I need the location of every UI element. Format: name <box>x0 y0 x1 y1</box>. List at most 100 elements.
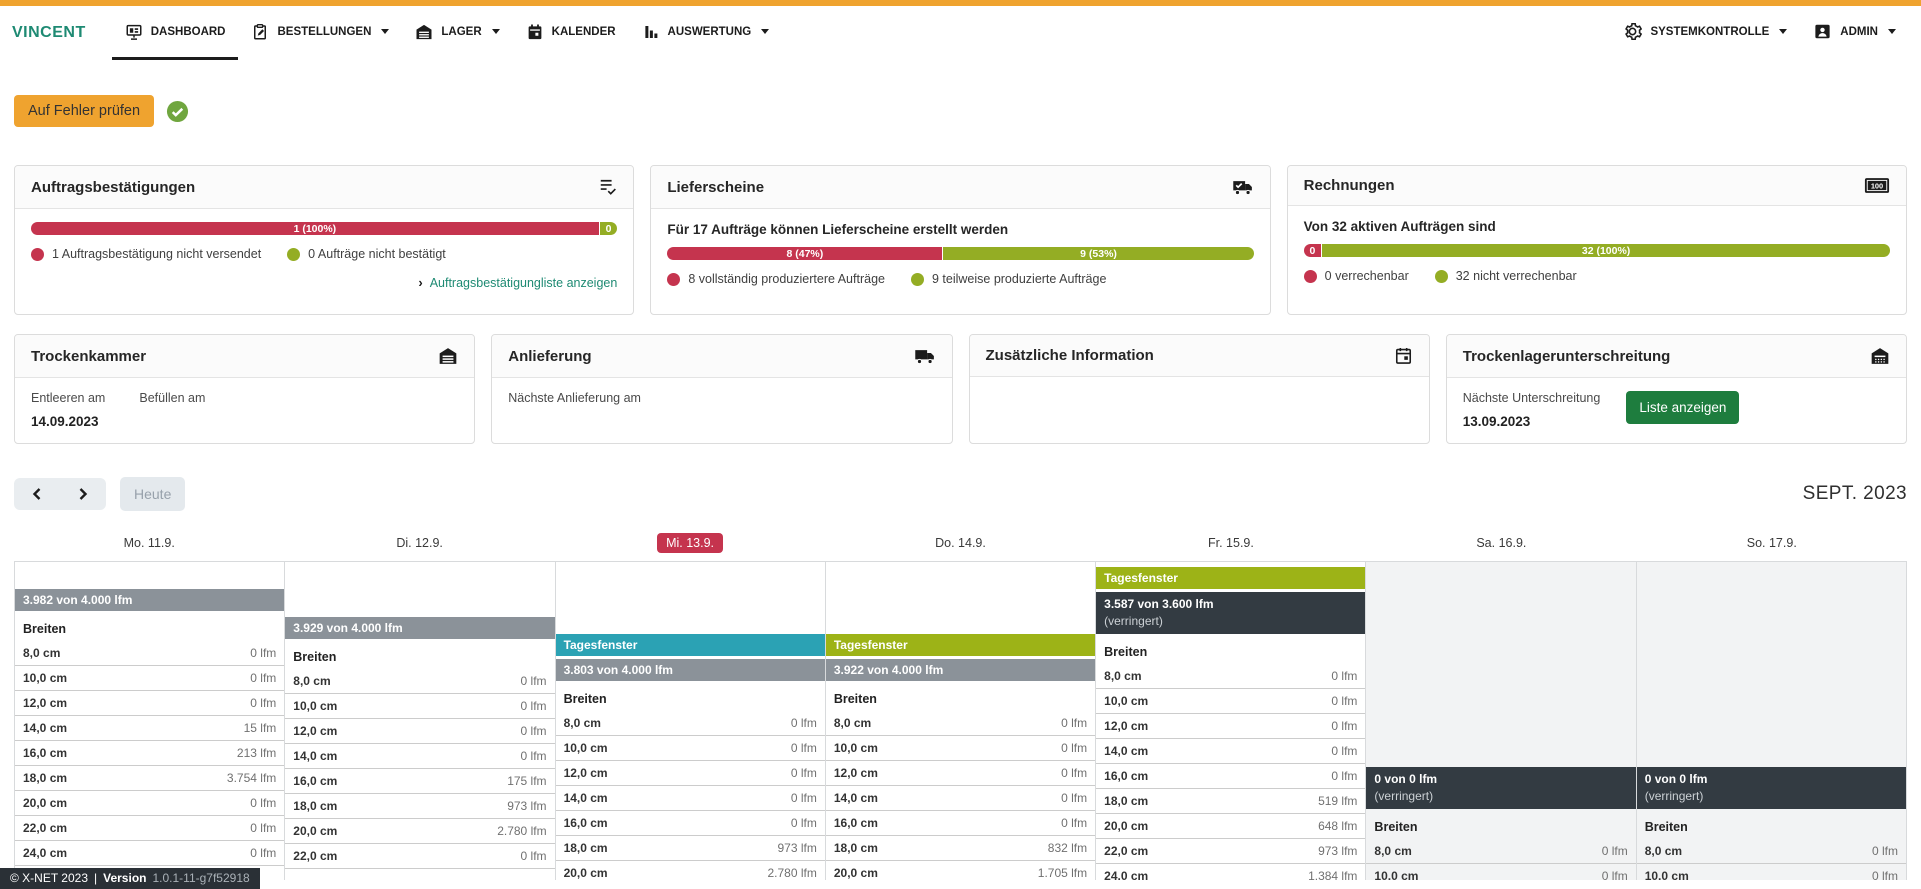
reduced-note: (verringert) <box>1104 614 1163 628</box>
width-value: 0 lfm <box>1601 844 1628 858</box>
width-value: 0 lfm <box>1331 694 1358 708</box>
reduced-note: (verringert) <box>1374 789 1434 803</box>
day-column[interactable]: 0 von 0 lfm (verringert) Breiten 8,0 cm 0 lf… <box>1636 562 1907 880</box>
nav-item-systemkontrolle[interactable]: SYSTEMKONTROLLE <box>1610 6 1800 60</box>
width-label: 22,0 cm <box>1104 844 1149 858</box>
field-group: Entleeren am 14.09.2023 Befüllen am <box>31 391 458 430</box>
breiten-heading: Breiten <box>833 692 877 706</box>
day-column[interactable]: Tagesfenster 3.803 von 4.000 lfm Breiten 8,… <box>555 562 826 880</box>
nav-item-dashboard[interactable]: DASHBOARD <box>111 6 239 60</box>
width-value: 0 lfm <box>1601 869 1628 880</box>
next-week-button[interactable] <box>60 478 106 510</box>
check-circle-icon <box>166 100 189 123</box>
card-header: Zusätzliche Information <box>969 335 1429 377</box>
capacity-bar: 3.922 von 4.000 lfm <box>825 659 1096 681</box>
nav-item-label: DASHBOARD <box>150 25 226 38</box>
width-row: 22,0 cm 0 lfm <box>285 844 555 869</box>
width-label: 24,0 cm <box>23 846 68 860</box>
liste-anzeigen-button[interactable]: Liste anzeigen <box>1626 391 1740 424</box>
width-label: 10,0 cm <box>1374 869 1419 880</box>
chevron-down-icon <box>491 29 500 34</box>
top-accent-strip <box>0 0 1921 6</box>
width-row: 8,0 cm 0 lfm <box>285 669 555 694</box>
banknote-100-icon: 100 <box>1864 177 1890 194</box>
width-value: 0 lfm <box>520 699 547 713</box>
day-column[interactable]: Tagesfenster 3.922 von 4.000 lfm Breiten 8,… <box>825 562 1097 880</box>
width-value: 0 lfm <box>250 671 277 685</box>
day-column[interactable]: 3.982 von 4.000 lfm Breiten 8,0 cm 0 lfm 10,… <box>15 562 286 880</box>
today-button[interactable]: Heute <box>120 477 186 511</box>
width-row: 20,0 cm 0 lfm <box>15 791 285 816</box>
card-heading: Für 17 Aufträge können Lieferscheine ers… <box>667 222 1009 237</box>
progress-segment-green: 9 (53%) <box>943 247 1254 260</box>
nav-item-bestellungen[interactable]: BESTELLUNGEN <box>238 6 402 60</box>
day-column[interactable]: 3.929 von 4.000 lfm Breiten 8,0 cm 0 lfm 10,… <box>285 562 556 880</box>
width-value: 0 lfm <box>790 791 817 805</box>
card-title: Lieferscheine <box>667 178 765 196</box>
legend-item: 0 Aufträge nicht bestätigt <box>287 247 446 261</box>
clipboard-pencil-icon <box>251 23 269 41</box>
legend-item: 1 Auftragsbestätigung nicht versendet <box>31 247 261 261</box>
width-row: 18,0 cm 3.754 lfm <box>15 766 285 791</box>
width-value: 1.705 lfm <box>1037 866 1088 880</box>
calendar-nav-group <box>14 478 106 510</box>
nav-item-admin[interactable]: ADMIN <box>1800 6 1909 60</box>
day-column[interactable]: 0 von 0 lfm (verringert) Breiten 8,0 cm 0 lf… <box>1366 562 1637 880</box>
width-label: 8,0 cm <box>1104 669 1142 683</box>
legend: 8 vollständig produziertere Aufträge 9 t… <box>667 272 1253 286</box>
width-label: 20,0 cm <box>833 866 878 880</box>
brand-logo[interactable]: VINCENT <box>12 24 86 41</box>
day-header: Mi. 13.9. <box>555 533 825 553</box>
width-value: 0 lfm <box>1061 741 1088 755</box>
width-value: 0 lfm <box>520 749 547 763</box>
card-auftragsbestaetigungen: Auftragsbestätigungen 1 (100%) 0 1 Auftr… <box>14 165 635 315</box>
day-header-label: Di. 12.9. <box>396 536 443 550</box>
legend-item: 0 verrechenbar <box>1303 269 1409 283</box>
width-label: 12,0 cm <box>1104 719 1149 733</box>
breiten-heading: Breiten <box>293 650 337 664</box>
field-entleeren: Entleeren am 14.09.2023 <box>31 391 105 430</box>
segment-label: 0 <box>1309 244 1316 257</box>
width-row: 12,0 cm 0 lfm <box>15 691 285 716</box>
nav-item-lager[interactable]: LAGER <box>402 6 512 60</box>
segment-label: 32 (100%) <box>1581 244 1631 257</box>
width-label: 8,0 cm <box>833 716 872 730</box>
width-row: 12,0 cm 0 lfm <box>1096 714 1366 739</box>
segment-label: 9 (53%) <box>1080 247 1117 260</box>
auftragsbestaetigungliste-link[interactable]: Auftragsbestätigungliste anzeigen <box>429 276 618 290</box>
day-header-label: Fr. 15.9. <box>1207 536 1254 550</box>
reduced-capacity-bar: 0 von 0 lfm (verringert) <box>1366 767 1636 809</box>
card-header: Rechnungen 100 <box>1287 166 1906 206</box>
chevron-right-icon <box>77 487 89 501</box>
card-header: Auftragsbestätigungen <box>15 166 634 209</box>
field-unterschreitung: Nächste Unterschreitung 13.09.2023 <box>1463 391 1601 430</box>
width-label: 18,0 cm <box>1104 794 1149 808</box>
navbar-right: SYSTEMKONTROLLE ADMIN <box>1610 6 1909 60</box>
width-label: 10,0 cm <box>23 671 68 685</box>
bar-chart-icon <box>642 23 660 41</box>
legend: 0 verrechenbar 32 nicht verrechenbar <box>1303 269 1890 283</box>
width-row: 16,0 cm 0 lfm <box>1096 764 1366 789</box>
breiten-heading: Breiten <box>23 622 67 636</box>
width-row: 16,0 cm 0 lfm <box>555 811 825 836</box>
width-row: 16,0 cm 0 lfm <box>825 811 1096 836</box>
width-row: 24,0 cm 0 lfm <box>15 841 285 866</box>
card-heading: Von 32 aktiven Aufträgen sind <box>1303 219 1496 234</box>
day-column-content: 3.929 von 4.000 lfm Breiten 8,0 cm 0 lfm 10,… <box>285 617 555 869</box>
prev-week-button[interactable] <box>14 478 60 510</box>
width-label: 10,0 cm <box>1104 694 1149 708</box>
check-errors-button[interactable]: Auf Fehler prüfen <box>14 95 155 127</box>
width-row: 18,0 cm 973 lfm <box>555 836 825 861</box>
calendar-week-grid: 3.982 von 4.000 lfm Breiten 8,0 cm 0 lfm 10,… <box>14 561 1907 880</box>
day-column-content: Tagesfenster 3.803 von 4.000 lfm Breiten 8,… <box>555 634 825 880</box>
field-label: Befüllen am <box>139 391 206 405</box>
nav-item-kalender[interactable]: KALENDER <box>513 6 629 60</box>
width-row: 18,0 cm 519 lfm <box>1096 789 1366 814</box>
width-row: 18,0 cm 832 lfm <box>825 836 1096 861</box>
dashboard-icon <box>125 23 143 41</box>
nav-item-auswertung[interactable]: AUSWERTUNG <box>629 6 783 60</box>
legend-text: 32 nicht verrechenbar <box>1455 269 1577 283</box>
card-header: Lieferscheine <box>651 166 1270 209</box>
day-column[interactable]: Tagesfenster 3.587 von 3.600 lfm (verringe… <box>1096 562 1367 880</box>
calendar-icon <box>526 23 544 41</box>
